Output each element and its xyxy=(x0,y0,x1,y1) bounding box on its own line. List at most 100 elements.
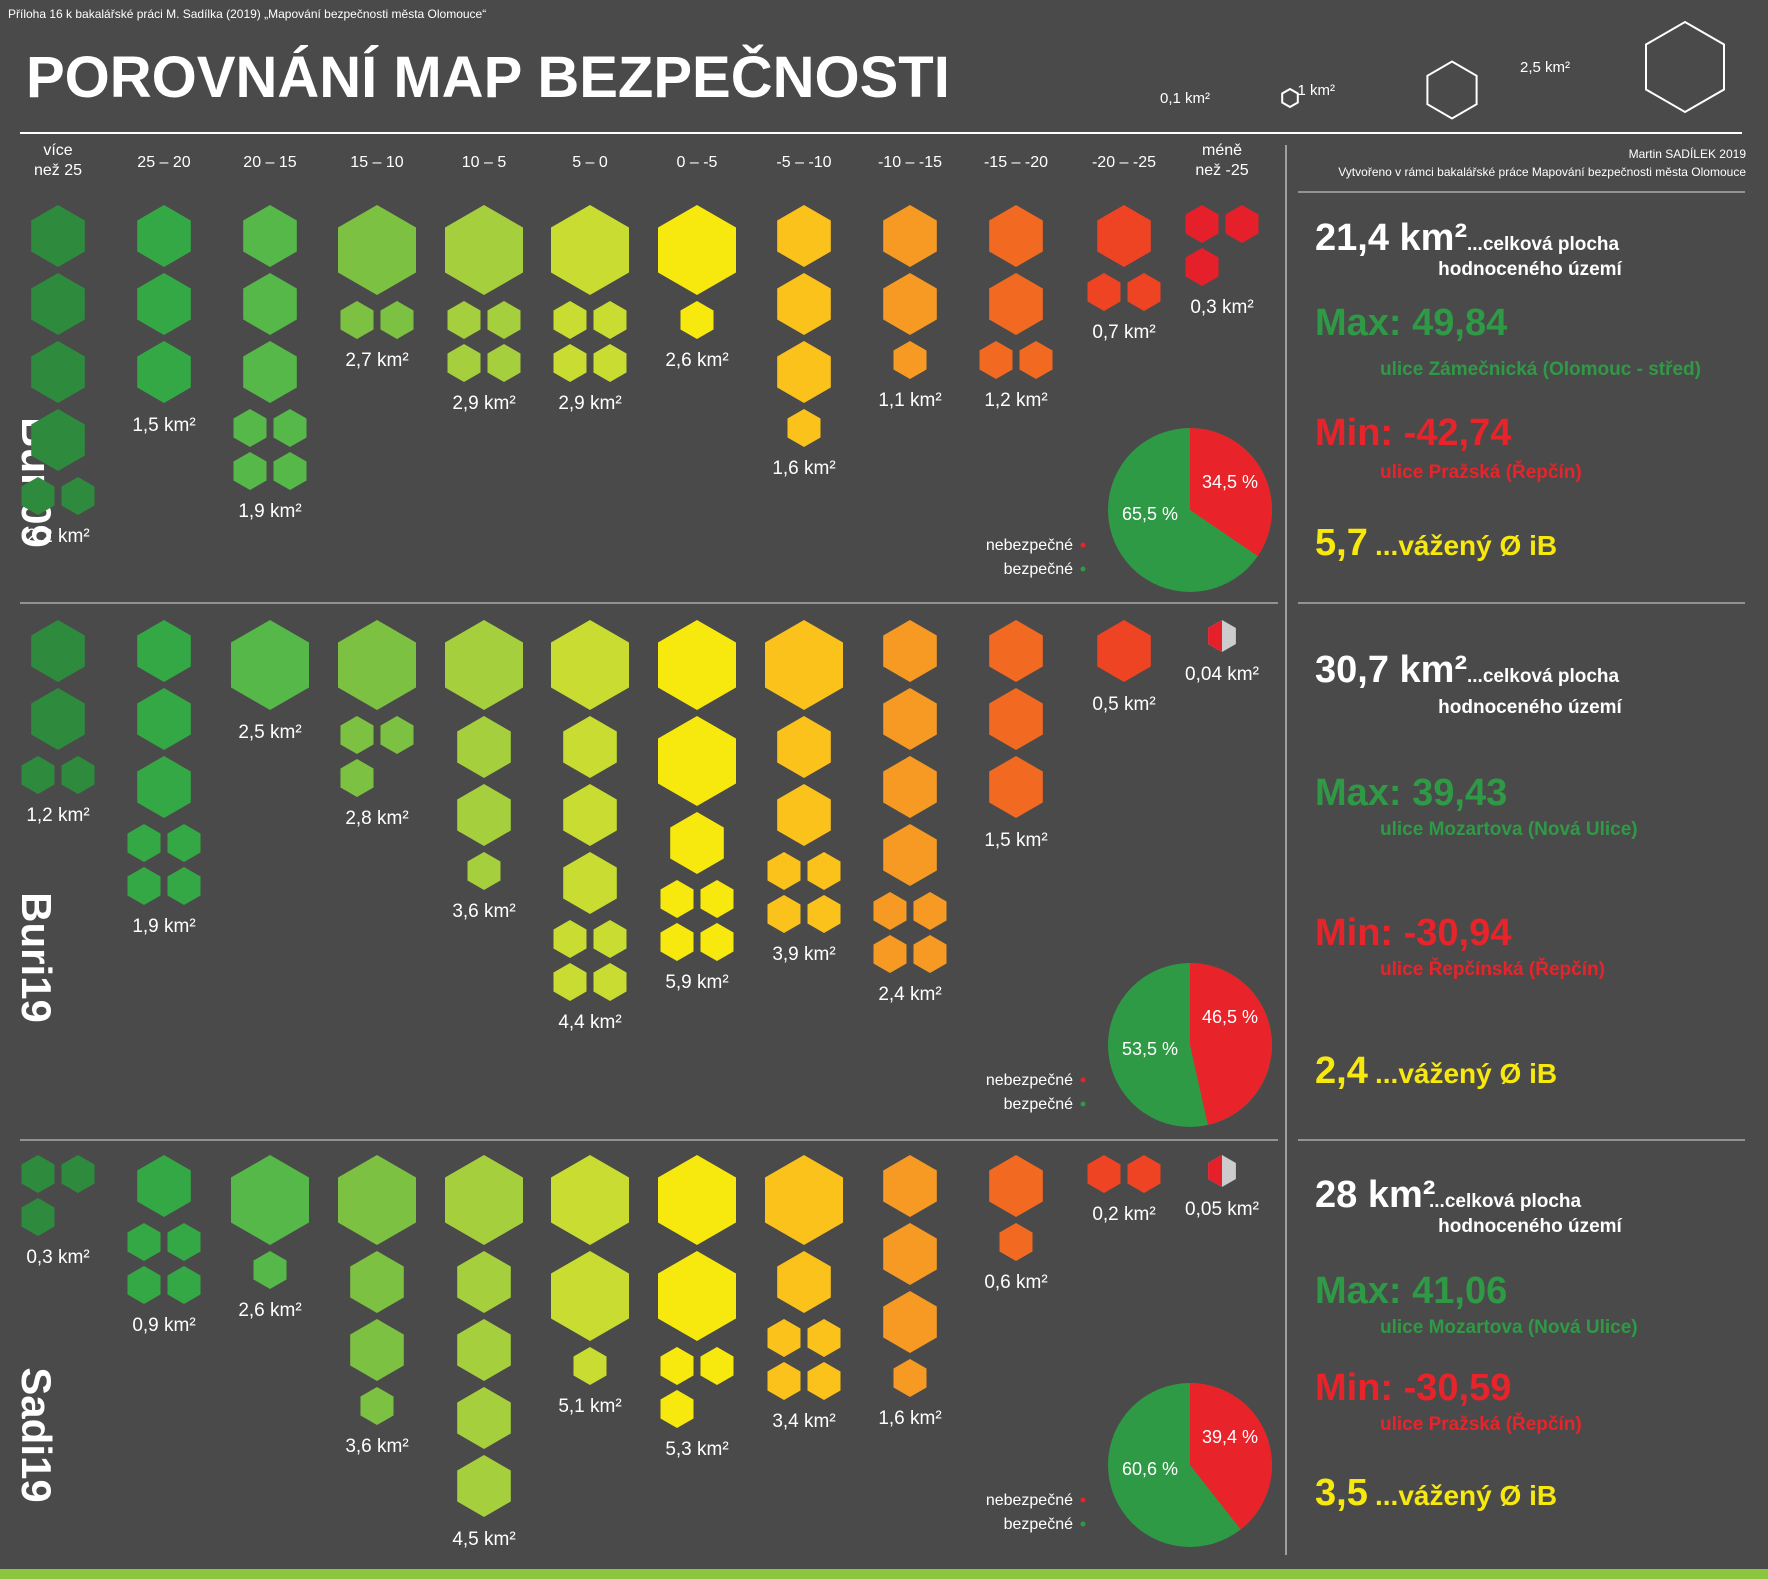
hexagon-mark xyxy=(1128,273,1161,311)
hexagon-mark xyxy=(457,1319,511,1381)
hexagon-group: 3,9 km² xyxy=(765,620,843,965)
hexagon-mark xyxy=(231,620,309,710)
hexagon-group: 0,7 km² xyxy=(1088,205,1161,343)
area-label: 1,5 km² xyxy=(132,415,195,436)
hexagon-group: 1,6 km² xyxy=(878,1155,941,1429)
legend-label: 0,1 km² xyxy=(1160,90,1210,107)
hexagon-mark-fill xyxy=(1208,620,1222,652)
hexagon-mark xyxy=(243,273,297,335)
hexagon-group: 5,9 km² xyxy=(658,620,736,993)
hexagon-mark xyxy=(338,620,416,710)
hexagon-group: 4,5 km² xyxy=(445,1155,523,1550)
hexagon-mark xyxy=(594,344,627,382)
hexagon-mark xyxy=(681,301,714,339)
pie-label-safe: 53,5 % xyxy=(1122,1039,1178,1059)
hexagon-group: 3,4 km² xyxy=(765,1155,843,1432)
pie-legend-dangerous: nebezpečné xyxy=(986,1492,1073,1509)
hexagon-mark xyxy=(768,1319,801,1357)
hexagon-mark xyxy=(488,301,521,339)
hexagon-group: 3,6 km² xyxy=(445,620,523,922)
hexagon-mark xyxy=(234,409,267,447)
legend-dot-safe xyxy=(1081,1522,1086,1527)
area-label: 1,6 km² xyxy=(772,458,835,479)
area-label: 0,6 km² xyxy=(984,1272,1047,1293)
hexagon-mark xyxy=(551,1251,629,1341)
hexagon-mark xyxy=(350,1319,404,1381)
hexagon-mark xyxy=(361,1387,394,1425)
hexagon-mark xyxy=(457,1251,511,1313)
category-header: 20 – 15 xyxy=(243,154,296,171)
min-value: Min: -30,59 xyxy=(1315,1367,1511,1409)
hexagon-mark xyxy=(1128,1155,1161,1193)
hexagon-mark xyxy=(137,341,191,403)
area-label: 1,9 km² xyxy=(132,916,195,937)
area-label: 1,2 km² xyxy=(984,390,1047,411)
hexagon-mark xyxy=(594,920,627,958)
bottom-accent-bar xyxy=(0,1569,1768,1579)
hexagon-mark xyxy=(554,963,587,1001)
hexagon-mark xyxy=(777,205,831,267)
hexagon-group: 0,05 km² xyxy=(1185,1155,1259,1220)
pie-legend-dangerous: nebezpečné xyxy=(986,537,1073,554)
avg-text: ...vážený Ø iB xyxy=(1375,1058,1557,1089)
hexagon-group: 5,1 km² xyxy=(551,1155,629,1417)
category-header: -5 – -10 xyxy=(776,154,831,171)
hexagon-mark xyxy=(381,716,414,754)
hexagon-mark xyxy=(808,895,841,933)
hexagon-mark xyxy=(448,301,481,339)
rows: Buri092,2 km²1,5 km²1,9 km²2,7 km²2,9 km… xyxy=(13,192,1745,1550)
hexagon-mark xyxy=(31,273,85,335)
hexagon-mark xyxy=(445,1155,523,1245)
hexagon-group: 2,6 km² xyxy=(658,205,736,371)
area-label: 0,7 km² xyxy=(1092,322,1155,343)
hexagon-mark xyxy=(1097,620,1151,682)
legend-hexagon xyxy=(1427,62,1476,119)
hexagon-mark xyxy=(661,880,694,918)
legend-dot-dangerous xyxy=(1081,1498,1086,1503)
hexagon-mark xyxy=(168,867,201,905)
area-label: 2,9 km² xyxy=(558,393,621,414)
hexagon-mark xyxy=(350,1251,404,1313)
hexagon-mark xyxy=(661,923,694,961)
hexagon-group: 0,3 km² xyxy=(22,1155,95,1268)
area-label: 1,5 km² xyxy=(984,830,1047,851)
category-header: 25 – 20 xyxy=(137,154,190,171)
hexagon-group: 2,9 km² xyxy=(551,205,629,414)
avg-value: 5,7 xyxy=(1315,522,1368,564)
area-label: 4,5 km² xyxy=(452,1529,515,1550)
hexagon-mark xyxy=(883,824,937,886)
pie-label-safe: 65,5 % xyxy=(1122,504,1178,524)
hexagon-mark xyxy=(989,756,1043,818)
min-value: Min: -42,74 xyxy=(1315,412,1511,454)
avg-text: ...vážený Ø iB xyxy=(1375,530,1557,561)
hexagon-mark xyxy=(1000,1223,1033,1261)
area-label: 2,4 km² xyxy=(878,984,941,1005)
hexagon-mark xyxy=(661,1390,694,1428)
total-area-value: 21,4 km² xyxy=(1315,217,1467,259)
hexagon-mark xyxy=(457,784,511,846)
hexagon-mark xyxy=(808,1319,841,1357)
hexagon-mark xyxy=(338,205,416,295)
hexagon-mark xyxy=(274,452,307,490)
hexagon-mark xyxy=(914,892,947,930)
hexagon-mark xyxy=(594,963,627,1001)
avg-value: 3,5 xyxy=(1315,1472,1368,1514)
hexagon-mark xyxy=(989,205,1043,267)
area-label: 0,3 km² xyxy=(1190,297,1253,318)
total-area-value: 30,7 km² xyxy=(1315,649,1467,691)
hexagon-mark xyxy=(883,205,937,267)
row-buri19: Buri191,2 km²1,9 km²2,5 km²2,8 km²3,6 km… xyxy=(13,620,1638,1127)
hexagon-mark xyxy=(658,1251,736,1341)
hexagon-mark xyxy=(701,880,734,918)
total-area-text2: hodnoceného území xyxy=(1438,1216,1622,1237)
hexagon-mark xyxy=(168,824,201,862)
total-area-text: ...celková plocha xyxy=(1467,234,1619,255)
summary-panel: 28 km²...celková plocha hodnoceného území… xyxy=(1315,1174,1638,1514)
hexagon-group: 0,5 km² xyxy=(1092,620,1155,715)
total-area-text: ...celková plocha xyxy=(1429,1191,1581,1212)
area-label: 3,9 km² xyxy=(772,944,835,965)
hexagon-mark xyxy=(341,716,374,754)
hexagon-mark xyxy=(777,716,831,778)
min-street: ulice Pražská (Řepčín) xyxy=(1380,1413,1582,1435)
hexagon-mark xyxy=(551,1155,629,1245)
